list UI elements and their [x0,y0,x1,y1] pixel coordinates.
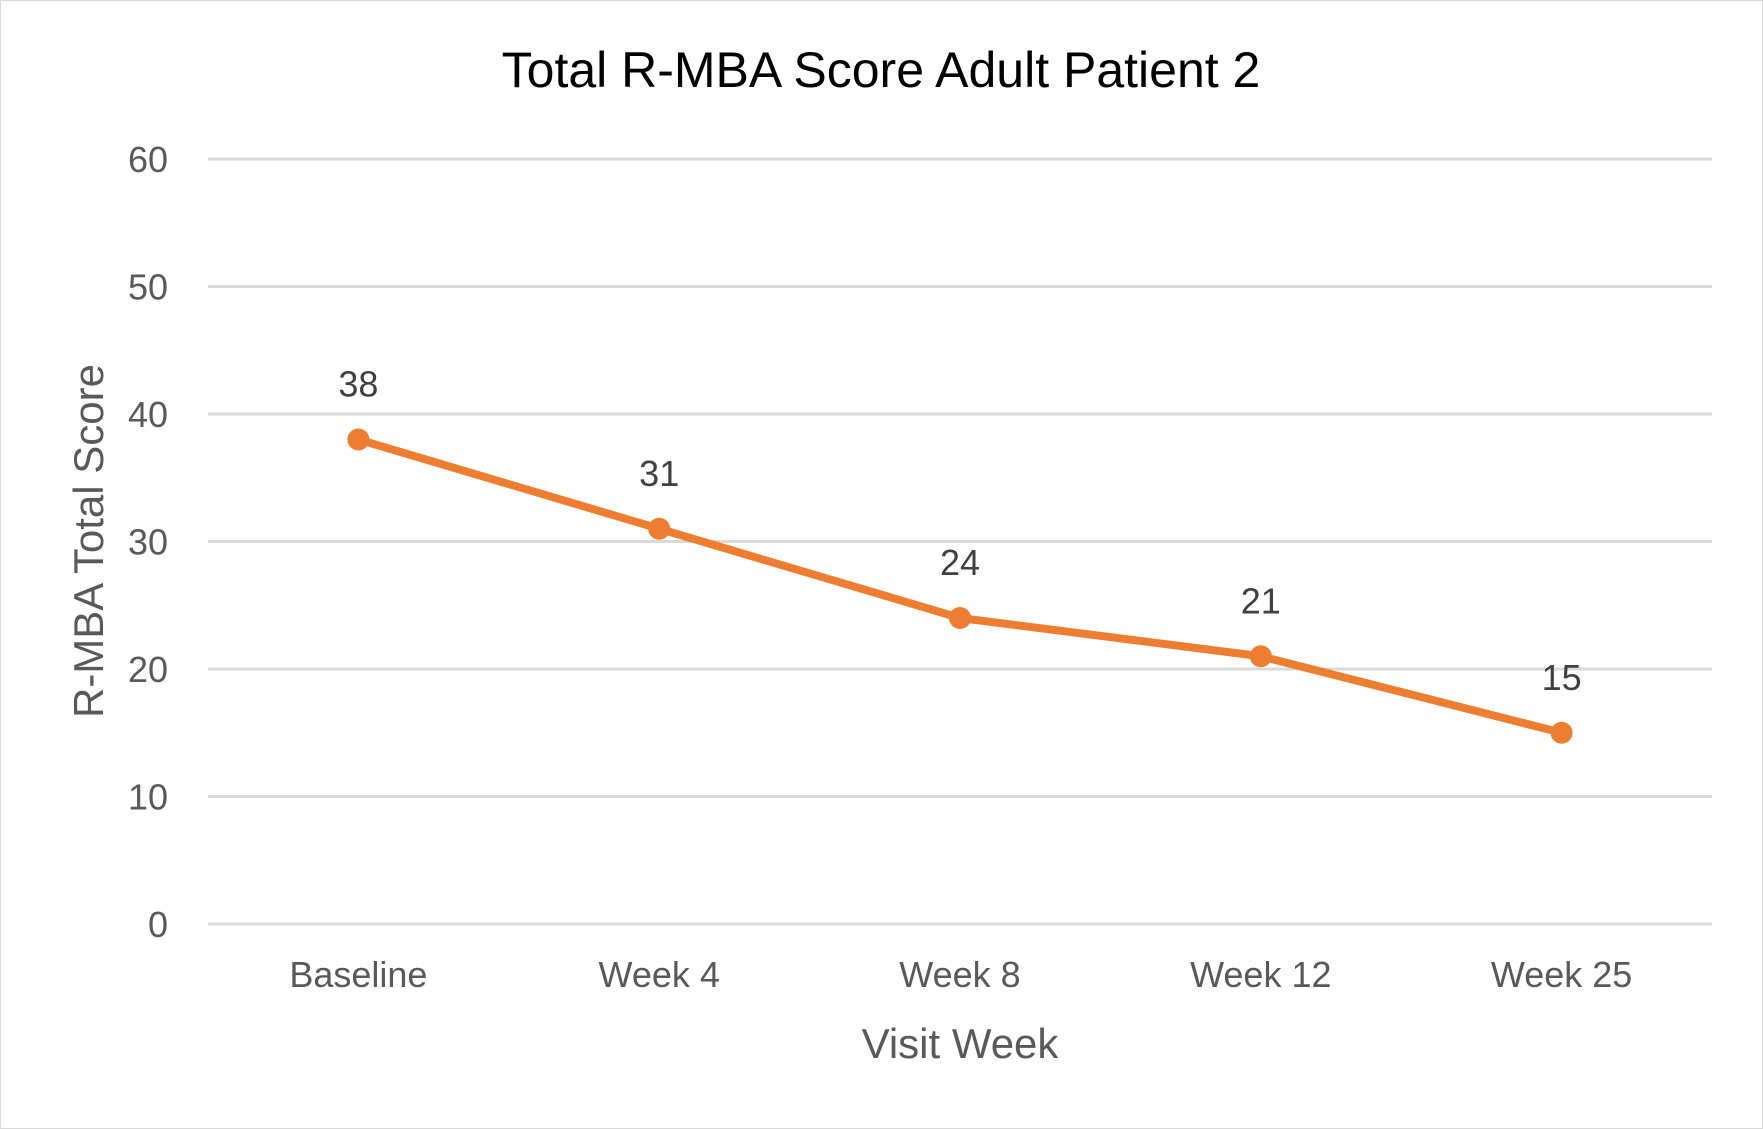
x-tick-label: Baseline [289,954,427,995]
data-point [1550,721,1573,744]
y-tick-label: 50 [128,267,168,308]
data-label: 38 [338,364,378,405]
data-label: 24 [940,542,980,583]
data-point [1249,645,1272,668]
y-tick-label: 40 [128,394,168,435]
series-line [354,435,1566,737]
data-point [949,607,971,629]
data-label: 15 [1542,657,1582,698]
x-tick-label: Week 25 [1491,954,1632,995]
x-tick-label: Week 4 [598,954,719,995]
data-point [648,517,671,540]
y-tick-label: 10 [128,777,168,818]
y-tick-label: 0 [148,904,168,945]
x-tick-label: Week 8 [899,954,1020,995]
y-tick-label: 60 [128,139,168,180]
data-label: 31 [639,453,679,494]
chart-title: Total R-MBA Score Adult Patient 2 [502,42,1261,98]
data-labels: 38 31 24 21 15 [338,364,1581,698]
gridlines [208,157,1712,926]
data-label: 21 [1241,580,1281,621]
x-axis-ticks: Baseline Week 4 Week 8 Week 12 Week 25 [289,954,1632,995]
x-axis-title: Visit Week [862,1020,1060,1067]
data-point [347,428,370,451]
y-tick-label: 20 [128,649,168,690]
series-layer [347,428,1573,744]
y-axis-title: R-MBA Total Score [65,364,112,718]
x-tick-label: Week 12 [1190,954,1331,995]
y-axis-ticks: 0 10 20 30 40 50 60 [128,139,168,945]
y-tick-label: 30 [128,522,168,563]
